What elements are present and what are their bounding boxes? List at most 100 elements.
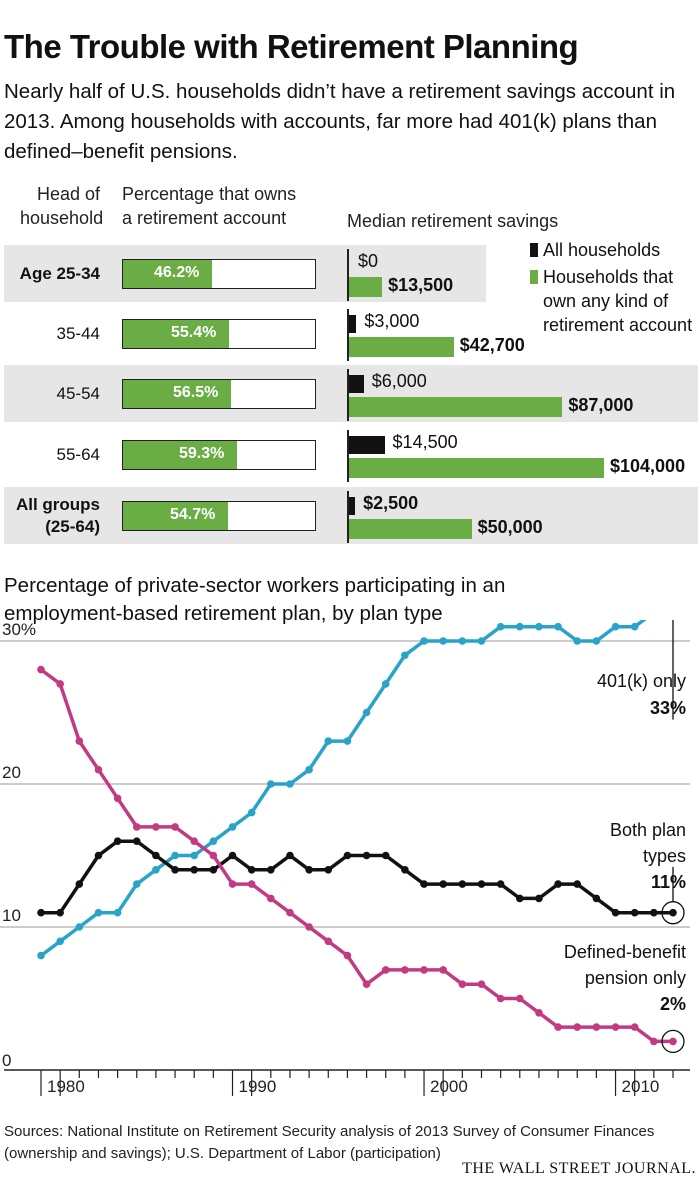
header-head-line1: Head of	[36, 184, 100, 204]
series-401k-only-point	[420, 637, 428, 645]
header-pct-line2: a retirement account	[122, 208, 287, 228]
series-defined-benefit-only-point	[381, 966, 390, 974]
series-both-plan-types-point	[650, 908, 658, 917]
label-households-own: $50,000	[477, 517, 543, 537]
savings-axis	[347, 309, 349, 361]
annotation-both-name-line1: Both plan	[610, 820, 686, 840]
savings-axis	[347, 491, 349, 543]
series-401k-only-point	[267, 780, 275, 788]
bar-all-households	[349, 315, 357, 333]
pct-bar-fill	[123, 380, 232, 408]
series-both-plan-types-point	[37, 908, 45, 917]
series-401k-only-point	[477, 637, 486, 645]
publisher-logo: THE WALL STREET JOURNAL.	[462, 1160, 696, 1177]
series-defined-benefit-only-point	[94, 765, 103, 774]
row-label: 55-64	[4, 444, 100, 466]
series-both-plan-types-point	[94, 851, 103, 860]
series-401k-only-point	[573, 637, 582, 645]
label-all-households: $2,500	[363, 493, 419, 513]
series-401k-only-point	[592, 637, 601, 645]
savings-axis	[347, 430, 349, 482]
series-401k-only-point	[343, 737, 352, 745]
series-401k-only-point	[132, 880, 141, 888]
series-401k-only-point	[381, 680, 390, 688]
series-both-plan-types-point	[305, 866, 313, 874]
series-401k-only-point	[324, 737, 333, 745]
series-defined-benefit-only-point	[228, 880, 237, 888]
series-both-plan-types-point	[439, 880, 447, 888]
series-both-plan-types-point	[535, 894, 543, 903]
series-both-plan-types-point	[228, 851, 237, 860]
line-chart-title-text: Percentage of private-sector workers par…	[4, 574, 506, 625]
pct-bar-box: 46.2%	[122, 259, 316, 289]
series-401k-only-point	[305, 765, 313, 774]
series-401k-only-point	[247, 808, 256, 817]
series-defined-benefit-only-point	[420, 966, 428, 974]
series-401k-only-point	[630, 622, 639, 631]
series-defined-benefit-only-point	[669, 1037, 677, 1046]
legend-own-line2: own any kind of	[543, 291, 669, 311]
bar-households-own	[349, 337, 454, 357]
line-chart: 0 10 20 30% 1980 1990 2000 2010 401(k) only 33% Bo…	[0, 620, 690, 1096]
source-note: Sources: National Institute on Retiremen…	[4, 1123, 655, 1162]
row-label: 45-54	[4, 383, 100, 405]
series-both-plan-types-point	[496, 880, 505, 888]
label-households-own: $87,000	[568, 395, 634, 415]
series-defined-benefit-only-point	[305, 923, 313, 931]
series-both-plan-types-point	[152, 851, 160, 860]
series-both-plan-types-point	[477, 880, 486, 888]
series-both-plan-types-point	[190, 866, 199, 874]
series-401k-only-point	[439, 637, 447, 645]
y-tick-label: 30%	[2, 620, 36, 639]
series-defined-benefit-only-point	[209, 851, 218, 860]
series-defined-benefit-only-point	[152, 823, 160, 831]
series-401k-only-point	[401, 651, 409, 660]
series-both-plan-types-point	[381, 851, 390, 860]
series-both-plan-types-line	[41, 839, 673, 915]
series-401k-only-point	[75, 923, 84, 931]
series-both-plan-types-point	[611, 908, 620, 917]
row-label-line1: 55-64	[56, 445, 100, 464]
series-401k-only-point	[56, 937, 64, 946]
series-401k-only-point	[286, 780, 294, 788]
series-both-plan-types-point	[554, 880, 562, 888]
series-both-plan-types-point	[247, 866, 256, 874]
legend-own-line3: retirement account	[543, 315, 693, 335]
header-head-line2: household	[20, 208, 104, 228]
series-both-plan-types-point	[669, 908, 677, 917]
pct-bar-fill	[123, 441, 237, 469]
bar-households-own	[349, 397, 563, 417]
series-both-plan-types-point	[362, 851, 371, 860]
label-all-households: $3,000	[364, 311, 420, 331]
series-defined-benefit-only-point	[535, 1009, 543, 1017]
header-median: Median retirement savings	[347, 211, 559, 231]
label-households-own: $13,500	[388, 275, 454, 295]
series-both-plan-types-point	[420, 880, 428, 888]
series-defined-benefit-only-point	[477, 980, 486, 988]
subtitle: Nearly half of U.S. households didn’t ha…	[4, 80, 676, 163]
pct-bar-box: 59.3%	[122, 440, 316, 470]
annotation-db-value: 2%	[660, 994, 686, 1014]
label-all-households: $0	[358, 251, 379, 271]
line-chart-title: Percentage of private-sector workers par…	[4, 572, 574, 628]
series-defined-benefit-only-point	[75, 737, 84, 745]
annotation-db-name-line2: pension only	[585, 968, 686, 988]
pct-bar-fill	[123, 260, 212, 288]
series-both-plan-types-point	[132, 837, 141, 845]
series-defined-benefit-only-line	[39, 668, 673, 1044]
row-label-line1: Age 25-34	[19, 264, 100, 283]
label-households-own: $42,700	[459, 335, 525, 355]
series-defined-benefit-only-point	[630, 1023, 639, 1031]
row-label: 35-44	[4, 323, 100, 345]
bar-all-households	[349, 375, 364, 393]
series-both-plan-types-point	[458, 880, 467, 888]
series-401k-only-point	[362, 708, 371, 717]
label-households-own: $104,000	[610, 456, 686, 476]
series-defined-benefit-only-point	[56, 680, 64, 688]
series-defined-benefit-only-point	[573, 1023, 582, 1031]
legend-swatch-all	[530, 243, 538, 257]
x-tick-label: 2010	[622, 1077, 660, 1096]
bar-all-households	[349, 497, 356, 515]
series-defined-benefit-only-point	[132, 823, 141, 831]
bar-households-own	[349, 277, 383, 297]
